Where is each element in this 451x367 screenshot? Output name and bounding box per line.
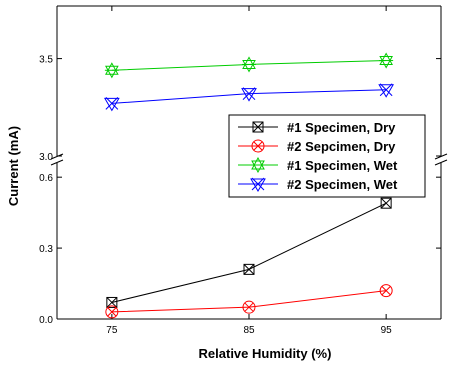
marker-box bbox=[252, 121, 264, 133]
marker-triangle-down bbox=[103, 97, 120, 112]
marker-triangle-down bbox=[105, 65, 119, 79]
marker-cross bbox=[106, 297, 118, 308]
data-point-marker bbox=[379, 284, 393, 298]
marker-cross bbox=[251, 177, 265, 191]
marker-circle bbox=[242, 300, 256, 314]
data-point-marker bbox=[242, 300, 256, 314]
data-point-marker bbox=[251, 156, 265, 174]
x-tick-label: 85 bbox=[243, 325, 255, 336]
data-point-marker bbox=[242, 56, 256, 73]
y-tick-label: 3.0 bbox=[39, 152, 53, 163]
series-line-1 bbox=[111, 202, 387, 303]
ticks-layer: 75 85 95 0.0 0.3 0.6 3.0 3.5 bbox=[39, 6, 441, 336]
marker-box bbox=[106, 296, 118, 308]
data-point-marker bbox=[103, 97, 120, 112]
y-tick-label: 0.3 bbox=[39, 244, 53, 255]
x-axis-title: Relative Humidity (%) bbox=[199, 346, 332, 361]
marker-triangle-down bbox=[251, 160, 265, 174]
data-point-marker bbox=[250, 177, 266, 192]
x-tick-label: 95 bbox=[381, 325, 393, 336]
marker-cross bbox=[252, 121, 264, 133]
marker-triangle-down bbox=[242, 59, 256, 73]
data-point-marker bbox=[380, 197, 392, 209]
marker-triangle-up bbox=[251, 156, 265, 170]
marker-cross bbox=[105, 97, 119, 110]
marker-box bbox=[380, 197, 392, 209]
marker-triangle-up bbox=[379, 52, 393, 66]
data-point-marker bbox=[378, 83, 395, 98]
marker-cross bbox=[243, 264, 255, 275]
marker-triangle-down bbox=[241, 88, 257, 102]
marker-triangle-up bbox=[105, 62, 119, 75]
marker-cross bbox=[107, 307, 117, 317]
series-layer bbox=[103, 52, 395, 319]
data-point-marker bbox=[251, 139, 265, 153]
axis-break-mark-right-2 bbox=[434, 159, 448, 166]
marker-cross bbox=[381, 286, 391, 295]
y-tick-label: 0.0 bbox=[39, 315, 53, 326]
data-point-marker bbox=[241, 87, 257, 102]
marker-triangle-down bbox=[379, 56, 393, 69]
data-point-marker bbox=[106, 296, 118, 308]
marker-cross bbox=[253, 141, 263, 151]
data-point-marker bbox=[243, 263, 255, 275]
marker-box bbox=[243, 263, 255, 275]
marker-triangle-up bbox=[242, 56, 256, 69]
legend: #1 Specimen, Dry #2 Sepcimen, Dry #1 Speci… bbox=[228, 114, 426, 198]
y-tick-label: 0.6 bbox=[39, 173, 53, 184]
marker-circle bbox=[251, 139, 265, 153]
marker-circle bbox=[105, 305, 119, 319]
data-point-marker bbox=[105, 305, 119, 319]
legend-label: #1 Specimen, Dry bbox=[287, 120, 396, 135]
marker-triangle-down bbox=[250, 178, 266, 192]
y-tick-label: 3.5 bbox=[39, 55, 53, 66]
legend-label: #1 Specimen, Wet bbox=[287, 158, 398, 173]
y-axis-title: Current (mA) bbox=[6, 126, 21, 206]
x-tick-label: 75 bbox=[106, 325, 118, 336]
marker-cross bbox=[242, 87, 256, 101]
data-point-marker bbox=[104, 62, 119, 79]
data-point-marker bbox=[379, 52, 394, 69]
marker-cross bbox=[244, 302, 254, 312]
axis-break-mark-left-2 bbox=[50, 159, 64, 166]
marker-triangle-down bbox=[378, 84, 395, 98]
legend-label: #2 Sepcimen, Dry bbox=[287, 139, 396, 154]
legend-box bbox=[228, 114, 426, 198]
data-point-marker bbox=[252, 121, 264, 133]
legend-label: #2 Specimen, Wet bbox=[287, 177, 398, 192]
marker-cross bbox=[379, 83, 393, 97]
marker-circle bbox=[379, 284, 393, 298]
marker-cross bbox=[380, 197, 392, 209]
